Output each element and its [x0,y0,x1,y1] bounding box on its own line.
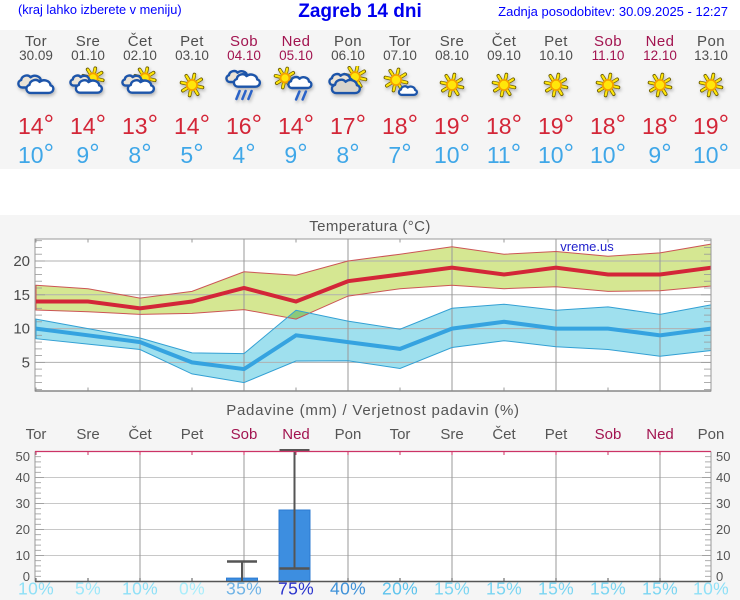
svg-text:15%: 15% [486,579,522,599]
svg-text:10%: 10% [693,579,729,599]
svg-text:30: 30 [716,496,730,511]
svg-text:15: 15 [13,287,30,304]
svg-text:Sre: Sre [76,426,99,443]
svg-text:40: 40 [716,470,730,485]
svg-text:Padavine (mm) / Verjetnost pad: Padavine (mm) / Verjetnost padavin (%) [226,402,520,419]
svg-text:30: 30 [16,496,30,511]
svg-text:Sre: Sre [440,426,463,443]
svg-text:75%: 75% [278,579,314,599]
svg-text:35%: 35% [226,579,262,599]
svg-text:Tor: Tor [26,426,47,443]
svg-text:20: 20 [16,522,30,537]
svg-text:Ned: Ned [646,426,674,443]
svg-text:10%: 10% [122,579,158,599]
svg-text:20: 20 [716,522,730,537]
svg-text:5: 5 [22,354,30,371]
svg-text:10: 10 [716,548,730,563]
svg-text:Sob: Sob [595,426,622,443]
svg-text:Sob: Sob [231,426,258,443]
svg-text:15%: 15% [434,579,470,599]
svg-text:0%: 0% [179,579,205,599]
svg-text:50: 50 [16,449,30,464]
svg-text:20: 20 [13,253,30,270]
svg-text:Pet: Pet [181,426,204,443]
svg-text:10: 10 [16,548,30,563]
svg-text:vreme.us: vreme.us [560,239,614,254]
svg-text:0: 0 [716,569,723,584]
svg-text:Pon: Pon [698,426,725,443]
svg-text:15%: 15% [538,579,574,599]
svg-text:40%: 40% [330,579,366,599]
svg-text:40: 40 [16,470,30,485]
svg-text:Pon: Pon [335,426,362,443]
svg-text:5%: 5% [75,579,101,599]
svg-text:10: 10 [13,321,30,338]
svg-text:20%: 20% [382,579,418,599]
svg-text:50: 50 [716,449,730,464]
svg-text:Čet: Čet [128,426,152,443]
svg-text:15%: 15% [590,579,626,599]
svg-text:10%: 10% [18,579,54,599]
svg-text:Čet: Čet [492,426,516,443]
svg-text:Pet: Pet [545,426,568,443]
svg-text:15%: 15% [642,579,678,599]
svg-text:Ned: Ned [282,426,310,443]
svg-text:0: 0 [23,569,30,584]
svg-text:Tor: Tor [390,426,411,443]
svg-text:Temperatura (°C): Temperatura (°C) [309,218,431,235]
